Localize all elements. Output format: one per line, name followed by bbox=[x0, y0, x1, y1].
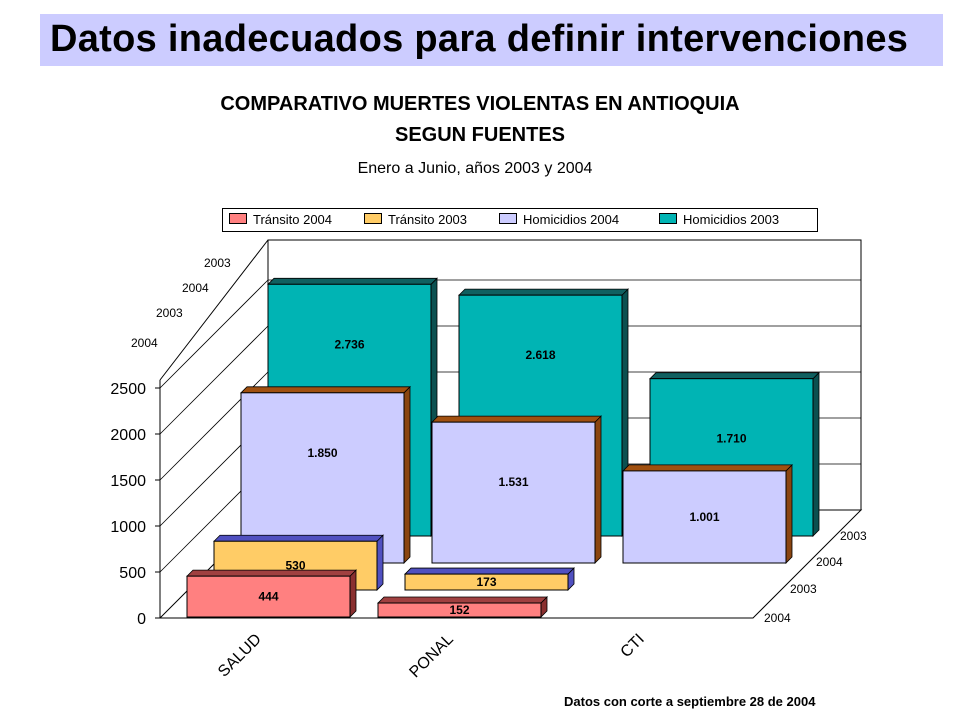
bar-top bbox=[240, 386, 411, 394]
data-label: 444 bbox=[258, 590, 278, 604]
bar-side bbox=[349, 569, 357, 618]
data-label: 1.001 bbox=[689, 510, 719, 524]
depth-label-right: 2004 bbox=[764, 611, 791, 625]
x-category-label: PONAL bbox=[406, 631, 456, 681]
bar-top bbox=[404, 567, 575, 575]
bar-side bbox=[594, 415, 602, 564]
legend-swatch bbox=[499, 213, 517, 224]
bar-top bbox=[267, 277, 438, 285]
legend-label: Homicidios 2004 bbox=[523, 212, 620, 227]
bar-top bbox=[431, 415, 602, 423]
legend-item-transito-2003: Tránsito 2003 bbox=[364, 212, 467, 227]
y-tick-label: 2000 bbox=[110, 427, 146, 444]
bar-tr-nsito-2004-ponal bbox=[377, 602, 542, 618]
legend-item-homicidios-2003: Homicidios 2003 bbox=[659, 212, 779, 227]
depth-label-left: 2003 bbox=[204, 256, 231, 270]
bar-side bbox=[812, 371, 820, 537]
bar-top bbox=[458, 288, 629, 296]
y-tick-label: 1500 bbox=[110, 473, 146, 490]
x-category-label: CTI bbox=[618, 631, 648, 661]
legend-item-transito-2004: Tránsito 2004 bbox=[229, 212, 332, 227]
bar-homicidios-2004-ponal bbox=[431, 421, 596, 564]
bar-tr-nsito-2004-salud bbox=[186, 575, 351, 618]
legend-swatch bbox=[364, 213, 382, 224]
gridline-side bbox=[159, 279, 269, 389]
bar-homicidios-2004-salud bbox=[240, 392, 405, 564]
legend-item-homicidios-2004: Homicidios 2004 bbox=[499, 212, 619, 227]
bar-top bbox=[649, 372, 820, 380]
depth-label-left: 2004 bbox=[131, 336, 158, 350]
data-label: 152 bbox=[449, 603, 469, 617]
chart-title-line-1: COMPARATIVO MUERTES VIOLENTAS EN ANTIOQU… bbox=[220, 93, 740, 115]
gridline-side bbox=[159, 325, 269, 435]
bar-side bbox=[785, 463, 793, 564]
data-label: 2.736 bbox=[334, 337, 364, 351]
header-banner: Datos inadecuados para definir intervenc… bbox=[40, 14, 943, 66]
y-tick-label: 0 bbox=[137, 611, 146, 628]
chart-subtitle: Enero a Junio, años 2003 y 2004 bbox=[357, 160, 593, 177]
footnote: Datos con corte a septiembre 28 de 2004 bbox=[564, 694, 816, 709]
data-label: 1.710 bbox=[716, 432, 746, 446]
data-label: 1.850 bbox=[307, 446, 337, 460]
side-wall-top bbox=[159, 239, 269, 381]
bar-top bbox=[186, 569, 357, 577]
bar-top bbox=[622, 464, 793, 472]
legend-label: Tránsito 2003 bbox=[388, 212, 468, 227]
bar-side bbox=[403, 385, 411, 564]
y-tick-label: 500 bbox=[119, 565, 146, 582]
x-category-label: SALUD bbox=[215, 631, 265, 681]
depth-label-left: 2003 bbox=[156, 306, 183, 320]
legend-swatch bbox=[229, 213, 247, 224]
data-label: 530 bbox=[285, 559, 305, 573]
bar-top bbox=[213, 534, 384, 542]
y-tick-label: 1000 bbox=[110, 519, 146, 536]
bar-tr-nsito-2003-ponal bbox=[404, 573, 569, 591]
y-tick-label: 2500 bbox=[110, 381, 146, 398]
data-label: 2.618 bbox=[525, 348, 555, 362]
depth-label-left: 2004 bbox=[182, 281, 209, 295]
page-title: Datos inadecuados para definir intervenc… bbox=[50, 18, 909, 60]
depth-label-right: 2003 bbox=[840, 529, 867, 543]
legend-swatch bbox=[659, 213, 677, 224]
chart-legend: Tránsito 2004 Tránsito 2003 Homicidios 2… bbox=[222, 208, 818, 232]
legend-label: Tránsito 2004 bbox=[253, 212, 333, 227]
chart-title-line-2: SEGUN FUENTES bbox=[394, 124, 566, 146]
depth-label-right: 2003 bbox=[790, 582, 817, 596]
data-label: 1.531 bbox=[498, 475, 528, 489]
bar-side bbox=[376, 534, 384, 591]
bar-homicidios-2004-cti bbox=[622, 470, 787, 564]
depth-label-right: 2004 bbox=[816, 555, 843, 569]
data-label: 173 bbox=[476, 575, 496, 589]
legend-label: Homicidios 2003 bbox=[683, 212, 780, 227]
